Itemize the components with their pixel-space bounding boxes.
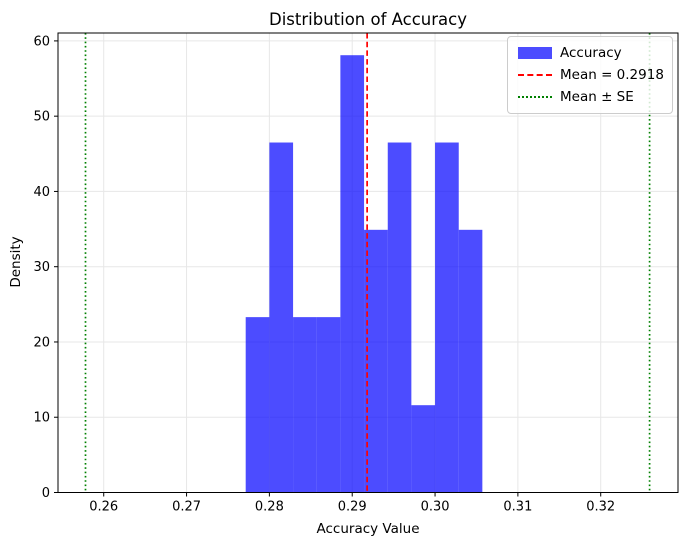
chart-title: Distribution of Accuracy xyxy=(269,10,467,29)
histogram-bar xyxy=(293,317,317,493)
histogram-bar xyxy=(387,142,412,493)
histogram-bar xyxy=(340,55,365,493)
y-tick-label: 60 xyxy=(33,34,50,49)
y-tick-label: 40 xyxy=(33,185,50,200)
legend: Accuracy Mean = 0.2918 Mean ± SE xyxy=(507,36,673,114)
y-tick-label: 50 xyxy=(33,110,50,125)
x-tick-label: 0.30 xyxy=(421,500,450,515)
x-tick-label: 0.28 xyxy=(255,500,284,515)
y-tick-label: 30 xyxy=(33,260,50,275)
legend-swatch-se-dotted-line xyxy=(518,96,552,98)
x-tick-label: 0.27 xyxy=(172,500,201,515)
y-tick-label: 0 xyxy=(42,486,50,501)
legend-label-accuracy: Accuracy xyxy=(560,45,622,61)
legend-item-mean-se: Mean ± SE xyxy=(518,88,662,106)
histogram-bar xyxy=(269,142,294,493)
axes-spines xyxy=(57,32,679,493)
histogram-bar xyxy=(245,317,270,493)
y-axis-label: Density xyxy=(8,236,24,288)
histogram-bar xyxy=(411,405,436,493)
y-tick-label: 20 xyxy=(33,335,50,350)
y-tick-label: 10 xyxy=(33,411,50,426)
x-tick-label: 0.32 xyxy=(586,500,615,515)
histogram-bar xyxy=(364,229,388,493)
legend-item-accuracy: Accuracy xyxy=(518,44,662,62)
histogram-bar xyxy=(458,229,483,493)
x-tick-label: 0.29 xyxy=(338,500,367,515)
x-axis-label: Accuracy Value xyxy=(316,521,420,537)
legend-label-mean-se: Mean ± SE xyxy=(560,89,634,105)
legend-label-mean: Mean = 0.2918 xyxy=(560,67,664,83)
legend-swatch-mean-dashed-line xyxy=(518,74,552,76)
legend-item-mean: Mean = 0.2918 xyxy=(518,66,664,84)
legend-swatch-accuracy-patch xyxy=(518,47,552,59)
x-tick-label: 0.31 xyxy=(503,500,532,515)
histogram-bar xyxy=(316,317,341,493)
x-tick-label: 0.26 xyxy=(89,500,118,515)
histogram-bar xyxy=(435,142,459,493)
